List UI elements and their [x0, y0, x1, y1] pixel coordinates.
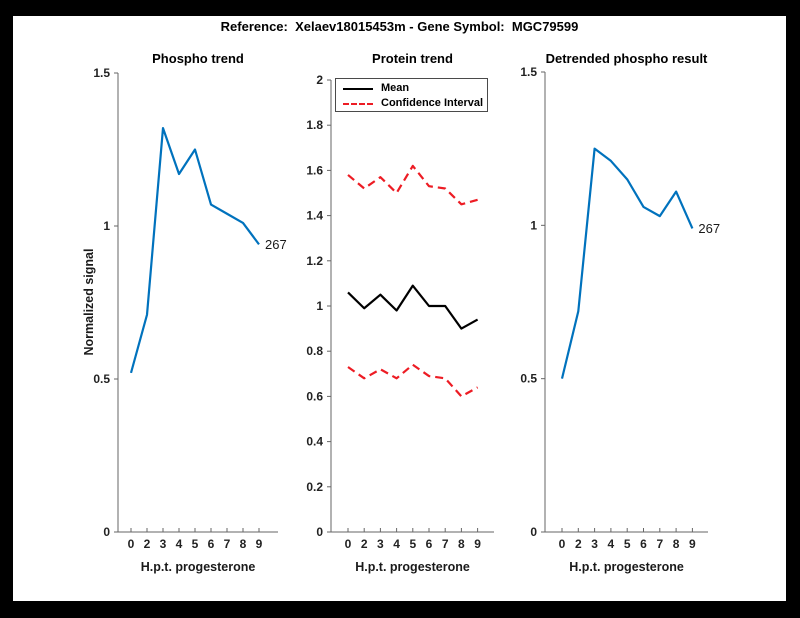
y-tick-label: 0.8	[306, 344, 323, 358]
y-tick-label: 0.5	[93, 372, 110, 386]
y-tick-label: 1.2	[306, 254, 323, 268]
series-line-mean	[347, 284, 479, 330]
figure-canvas	[13, 16, 786, 601]
legend-mean-line-sample	[343, 87, 373, 90]
x-tick-label: 2	[361, 537, 368, 551]
x-tick-label: 0	[559, 537, 566, 551]
legend: Mean Confidence Interval	[335, 78, 488, 112]
x-tick-label: 6	[640, 537, 647, 551]
legend-entry-ci: Confidence Interval	[343, 96, 487, 111]
x-tick-label: 6	[426, 537, 433, 551]
subplot1-xlabel: H.p.t. progesterone	[140, 560, 256, 574]
subplot3-xlabel: H.p.t. progesterone	[569, 560, 684, 574]
subplot3-title: Detrended phospho result	[545, 51, 708, 66]
y-tick-label: 0	[316, 525, 323, 539]
x-tick-label: 3	[160, 537, 167, 551]
x-tick-label: 5	[624, 537, 631, 551]
x-tick-label: 5	[409, 537, 416, 551]
x-tick-label: 8	[673, 537, 680, 551]
x-tick-label: 2	[575, 537, 582, 551]
y-tick-label: 1.5	[520, 65, 537, 79]
x-tick-label: 7	[224, 537, 231, 551]
y-tick-label: 2	[316, 73, 323, 87]
x-tick-label: 6	[208, 537, 215, 551]
x-tick-label: 7	[656, 537, 663, 551]
x-tick-label: 9	[474, 537, 481, 551]
x-tick-label: 2	[144, 537, 151, 551]
subplot3-end-label: 267	[698, 221, 721, 237]
y-tick-label: 0.2	[306, 480, 323, 494]
x-tick-label: 3	[591, 537, 598, 551]
x-tick-label: 5	[192, 537, 199, 551]
series-line-confidence-interval-upper	[347, 164, 478, 206]
y-tick-label: 0.5	[520, 372, 537, 386]
x-tick-label: 9	[689, 537, 696, 551]
x-tick-label: 7	[442, 537, 449, 551]
y-tick-label: 0	[103, 525, 110, 539]
series-line-phospho-signal	[129, 126, 260, 374]
subplot2-xlabel: H.p.t. progesterone	[355, 560, 470, 574]
y-tick-label: 1.5	[93, 66, 110, 80]
legend-ci-label: Confidence Interval	[381, 97, 484, 109]
y-tick-label: 1.8	[306, 118, 323, 132]
y-tick-label: 1.6	[306, 163, 323, 177]
legend-entry-mean: Mean	[343, 81, 487, 96]
x-tick-label: 8	[240, 537, 247, 551]
y-tick-label: 1.4	[306, 209, 323, 223]
subplot1-ylabel: Normalized signal	[82, 248, 96, 356]
series-line-confidence-interval-lower	[347, 363, 479, 398]
x-tick-label: 4	[608, 537, 615, 551]
x-tick-label: 0	[345, 537, 352, 551]
figure-title: Reference: Xelaev18015453m - Gene Symbol…	[220, 19, 579, 34]
x-tick-label: 3	[377, 537, 384, 551]
y-tick-label: 0	[530, 525, 537, 539]
series-line-detrended-phospho-signal	[560, 147, 694, 379]
subplot1-end-label: 267	[265, 237, 287, 253]
legend-ci-line-sample	[343, 102, 373, 105]
legend-mean-label: Mean	[381, 82, 410, 94]
subplot2-title: Protein trend	[372, 51, 453, 66]
y-tick-label: 1	[530, 218, 537, 232]
x-tick-label: 8	[458, 537, 465, 551]
x-tick-label: 4	[176, 537, 183, 551]
y-tick-label: 1	[103, 219, 110, 233]
x-tick-label: 0	[128, 537, 135, 551]
x-tick-label: 4	[393, 537, 400, 551]
subplot1-title: Phospho trend	[152, 51, 244, 66]
y-tick-label: 1	[316, 299, 323, 313]
y-tick-label: 0.6	[306, 389, 323, 403]
x-tick-label: 9	[256, 537, 263, 551]
y-tick-label: 0.4	[306, 435, 323, 449]
